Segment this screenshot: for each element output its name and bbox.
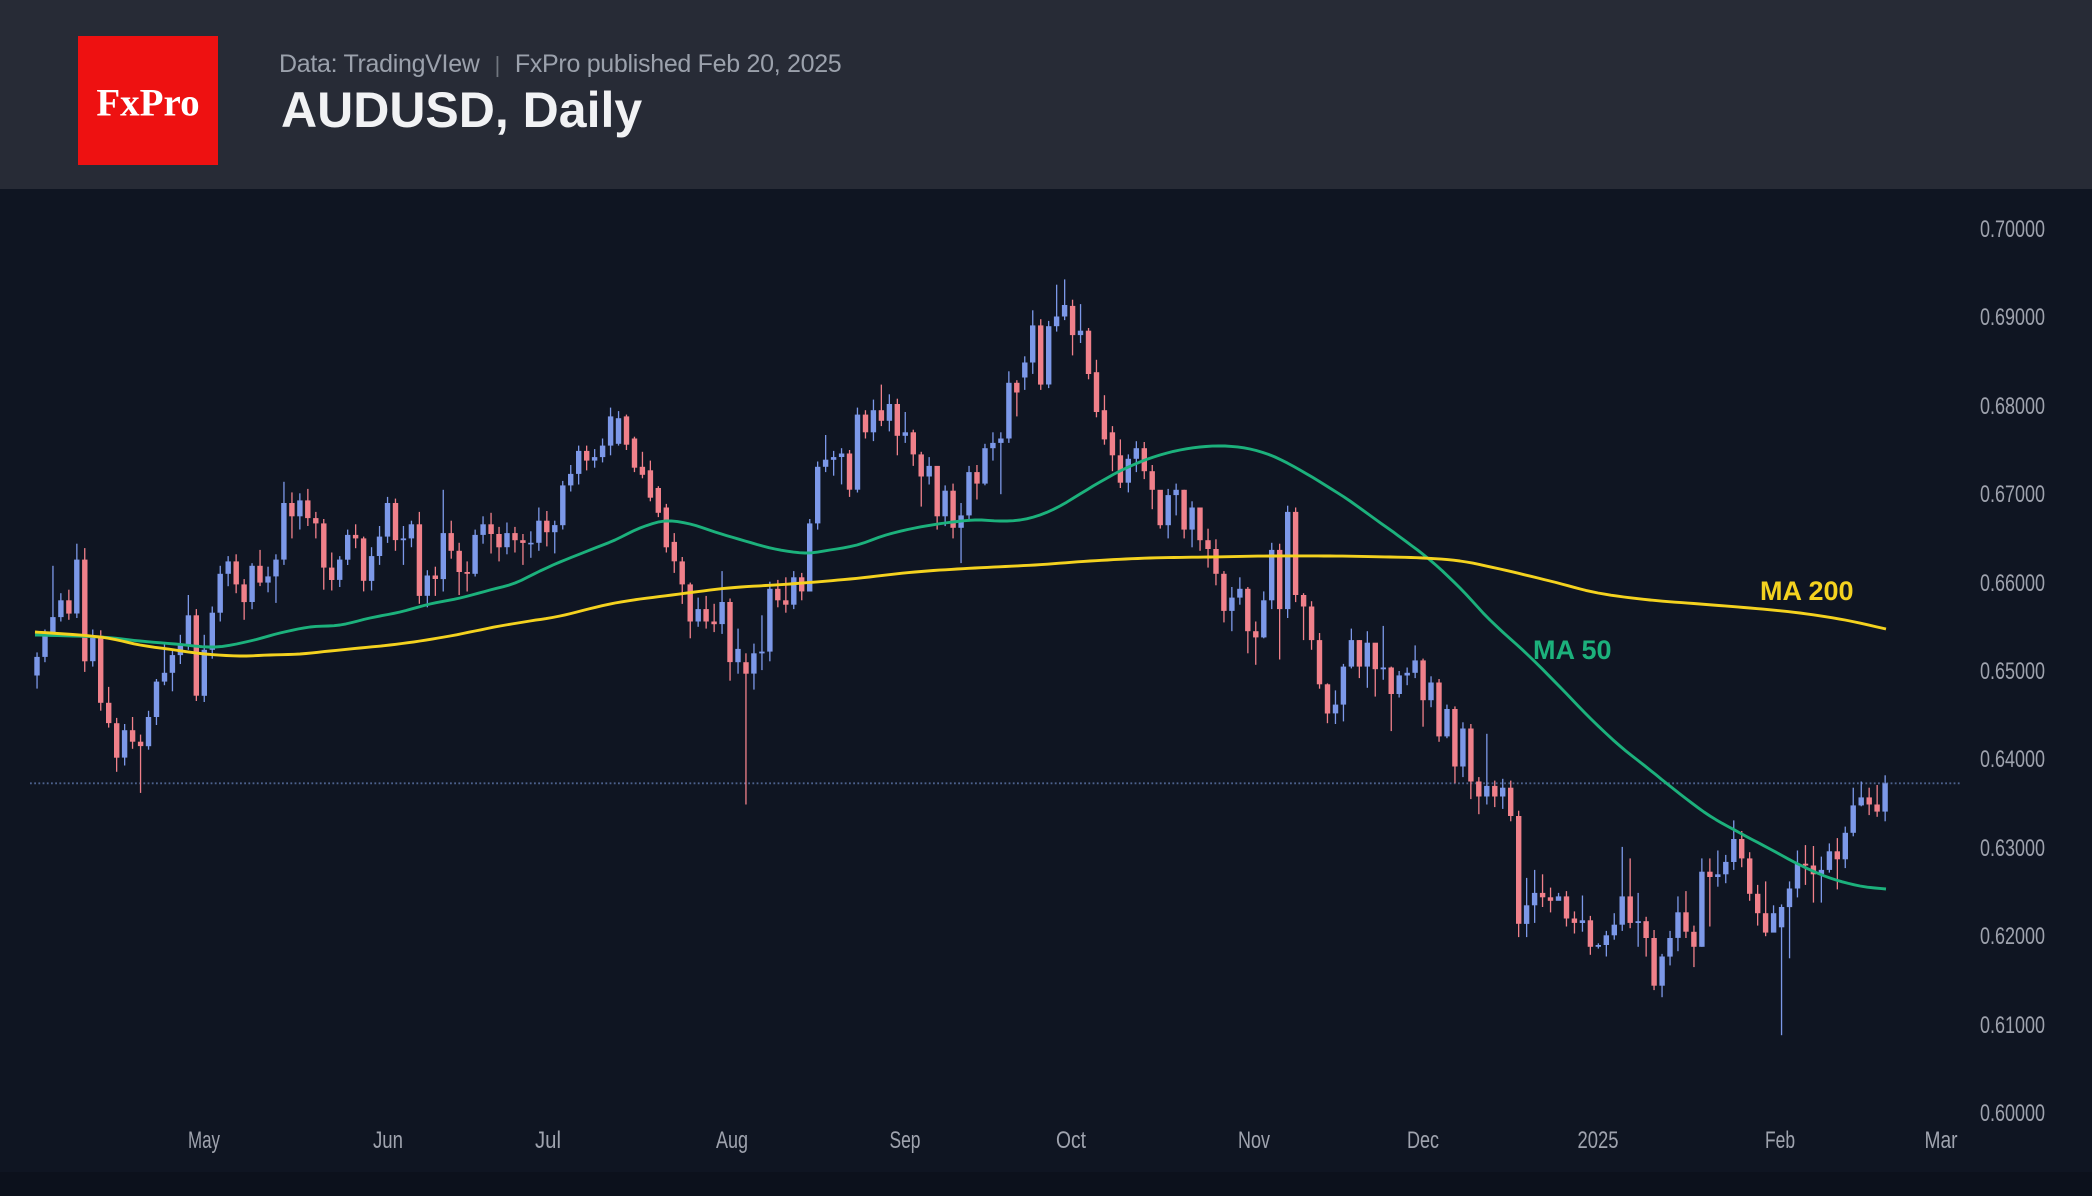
svg-text:Sep: Sep	[890, 1127, 921, 1154]
svg-text:Jun: Jun	[373, 1127, 403, 1154]
svg-text:Mar: Mar	[1925, 1127, 1958, 1154]
svg-text:Oct: Oct	[1056, 1127, 1086, 1154]
svg-text:2025: 2025	[1578, 1127, 1619, 1154]
svg-text:0.61000: 0.61000	[1980, 1012, 2045, 1039]
svg-text:Nov: Nov	[1238, 1127, 1270, 1154]
svg-text:0.69000: 0.69000	[1980, 304, 2045, 331]
svg-text:MA 50: MA 50	[1533, 635, 1612, 665]
svg-text:MA 200: MA 200	[1760, 576, 1854, 606]
svg-text:May: May	[188, 1127, 220, 1154]
svg-text:0.63000: 0.63000	[1980, 835, 2045, 862]
svg-text:Dec: Dec	[1407, 1127, 1439, 1154]
svg-text:0.60000: 0.60000	[1980, 1100, 2045, 1127]
svg-text:0.67000: 0.67000	[1980, 481, 2045, 508]
svg-text:Aug: Aug	[716, 1127, 748, 1154]
svg-text:0.70000: 0.70000	[1980, 216, 2045, 243]
svg-text:Feb: Feb	[1765, 1127, 1795, 1154]
svg-text:0.65000: 0.65000	[1980, 658, 2045, 685]
svg-text:0.64000: 0.64000	[1980, 746, 2045, 773]
svg-text:0.68000: 0.68000	[1980, 393, 2045, 420]
svg-text:0.62000: 0.62000	[1980, 923, 2045, 950]
svg-text:Jul: Jul	[535, 1127, 561, 1154]
svg-text:0.66000: 0.66000	[1980, 570, 2045, 597]
